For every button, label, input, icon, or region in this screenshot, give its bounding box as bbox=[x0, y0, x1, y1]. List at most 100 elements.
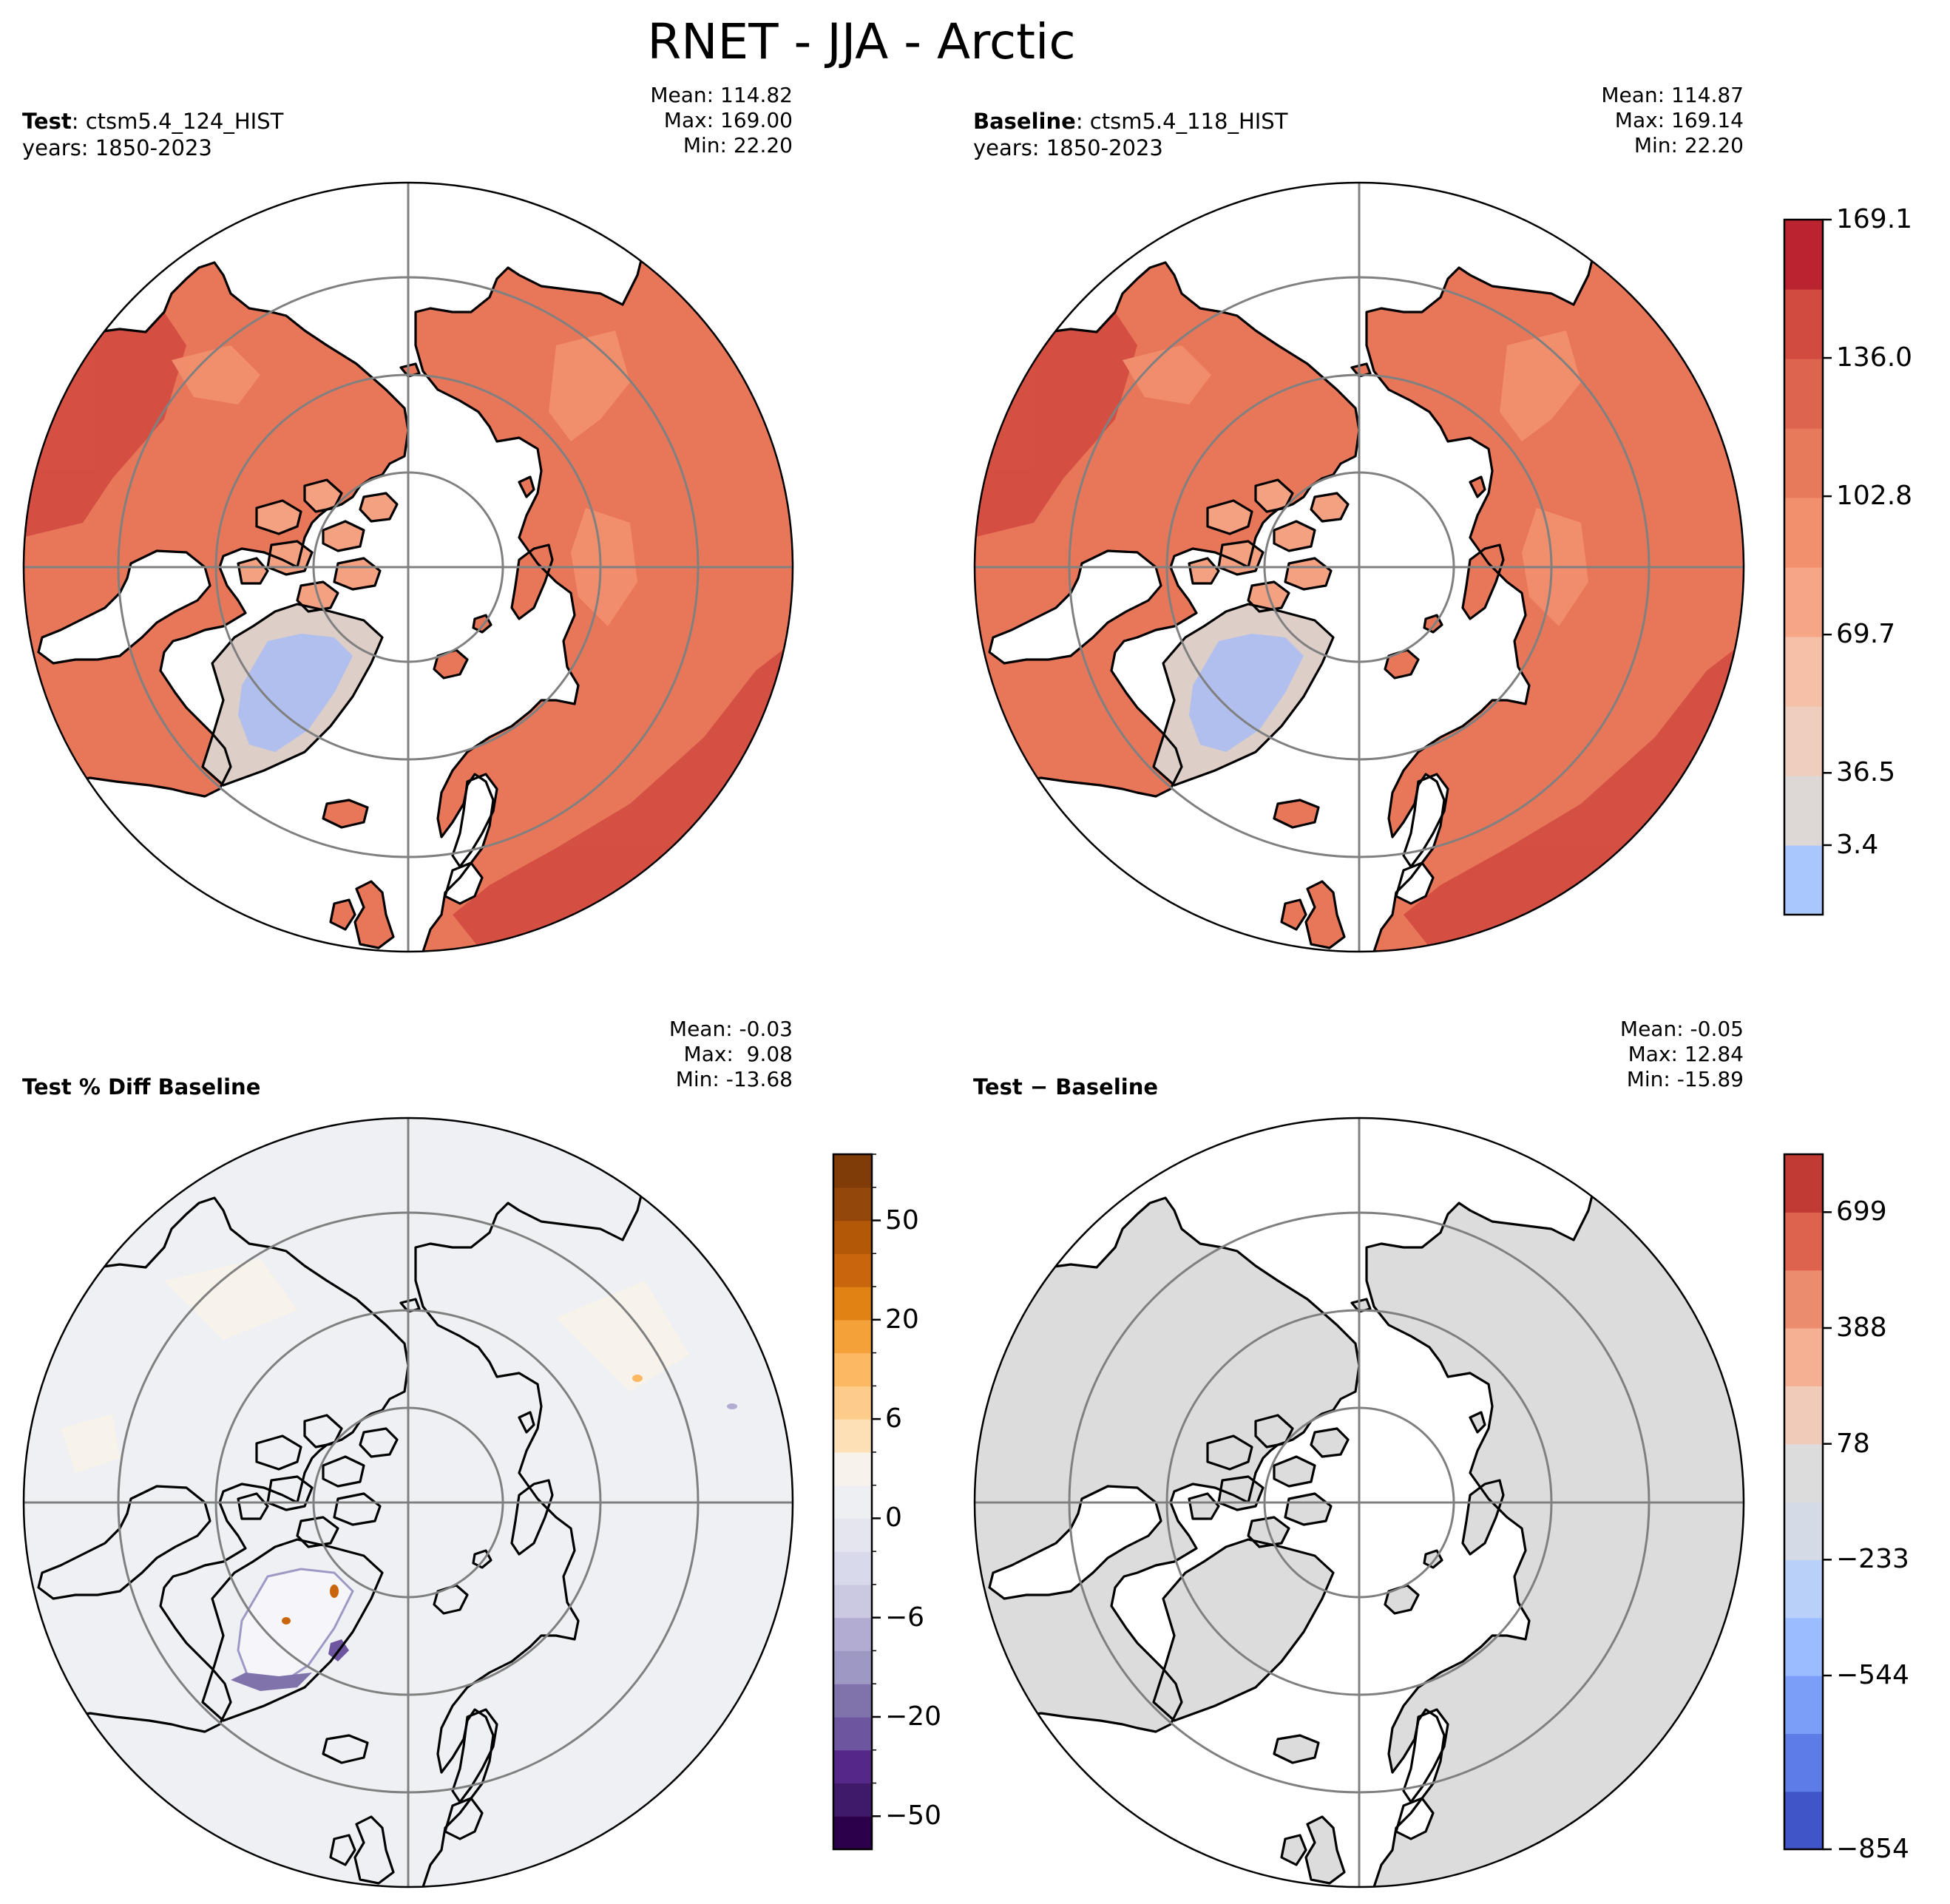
colorbar-pct-diff: 50 20 6 0 −6 −20 −50 bbox=[832, 1153, 981, 1851]
colorbar-segment bbox=[1784, 1328, 1823, 1386]
land-area bbox=[355, 881, 393, 948]
colorbar-tick-label: −233 bbox=[1836, 1544, 1909, 1575]
shade-region bbox=[1311, 493, 1348, 521]
map-baseline bbox=[973, 181, 1745, 953]
colorbar-tick-label: 388 bbox=[1836, 1312, 1887, 1343]
panel-test-stats: Mean: 114.82 Max: 169.00 Min: 22.20 bbox=[592, 83, 793, 158]
colorbar-segment bbox=[1784, 1791, 1823, 1850]
max-stat: Max: 169.00 bbox=[663, 108, 793, 132]
coastline bbox=[353, 880, 395, 949]
coastline bbox=[444, 861, 484, 905]
colorbar-segment bbox=[1784, 428, 1823, 498]
coastline bbox=[444, 1797, 484, 1840]
coastline bbox=[329, 898, 356, 931]
colorbar-segment bbox=[1784, 1617, 1823, 1676]
coastline bbox=[518, 1411, 535, 1434]
coastline bbox=[510, 543, 554, 620]
water-body bbox=[38, 551, 210, 663]
coastline bbox=[255, 1434, 302, 1471]
colorbar-segment bbox=[833, 1386, 872, 1420]
colorbar-segment bbox=[1784, 220, 1823, 290]
shade-region bbox=[556, 1281, 689, 1392]
colorbar-segment bbox=[1784, 359, 1823, 429]
land-area bbox=[1208, 1436, 1252, 1469]
map-pct-diff bbox=[22, 1117, 794, 1888]
coastline bbox=[1273, 520, 1316, 552]
colorbar-rnet: 169.1 136.0 102.8 69.7 36.5 3.4 bbox=[1783, 205, 1932, 916]
shade-region bbox=[238, 558, 268, 583]
coastline bbox=[1461, 1479, 1505, 1556]
colorbar-tick-label: 102.8 bbox=[1836, 481, 1913, 512]
coastline bbox=[1280, 898, 1307, 931]
coastline bbox=[472, 1549, 492, 1569]
water-body bbox=[453, 1710, 497, 1802]
colorbar-segment bbox=[833, 1220, 872, 1254]
shade-region bbox=[632, 1375, 643, 1382]
water-body bbox=[989, 551, 1161, 663]
coastline bbox=[37, 1485, 211, 1600]
shade-region bbox=[360, 493, 397, 521]
coastline bbox=[1247, 580, 1290, 613]
water-body bbox=[989, 1486, 1161, 1599]
panel-pctdiff-stats: Mean: -0.03 Max: 9.08 Min: -13.68 bbox=[592, 1017, 793, 1092]
greenland-ice-sheet bbox=[237, 1568, 354, 1689]
colorbar-segment bbox=[833, 1319, 872, 1354]
map-boundary bbox=[973, 181, 1745, 953]
colorbar-tick-label: 20 bbox=[885, 1304, 919, 1335]
land-area bbox=[1274, 800, 1318, 827]
land-area bbox=[360, 1429, 397, 1457]
colorbar-segment bbox=[1784, 289, 1823, 359]
coastline bbox=[399, 362, 421, 378]
shade-region bbox=[1404, 641, 1744, 952]
colorbar-segment bbox=[833, 1816, 872, 1850]
colorbar-tick-label: 6 bbox=[885, 1403, 902, 1434]
colorbar-segment bbox=[833, 1617, 872, 1652]
water-body bbox=[1404, 1710, 1448, 1802]
land-area bbox=[257, 1436, 301, 1469]
shade-region bbox=[231, 1673, 312, 1691]
land-area bbox=[434, 650, 467, 678]
coastline bbox=[237, 1492, 269, 1520]
colorbar-segment bbox=[1784, 637, 1823, 707]
shade-region bbox=[1189, 558, 1219, 583]
colorbar-tick-label: 0 bbox=[885, 1502, 902, 1534]
coastline bbox=[296, 580, 339, 613]
mean-stat: Mean: -0.03 bbox=[668, 1017, 793, 1041]
land-area bbox=[238, 1494, 268, 1519]
land-area bbox=[1189, 1494, 1219, 1519]
coastline bbox=[1284, 557, 1333, 591]
land-area bbox=[434, 1585, 467, 1613]
colorbar-scale bbox=[1783, 218, 1832, 916]
land-area bbox=[1306, 1817, 1344, 1883]
coastline bbox=[510, 1479, 554, 1556]
colorbar-segment bbox=[833, 1684, 872, 1718]
colorbar-tick-label: 136.0 bbox=[1836, 342, 1913, 373]
coastline bbox=[988, 549, 1162, 665]
colorbar-segment bbox=[1784, 1502, 1823, 1560]
land-area bbox=[1274, 1735, 1318, 1763]
land-area bbox=[1463, 545, 1503, 619]
coastline bbox=[472, 614, 492, 634]
map-test bbox=[22, 181, 794, 953]
colorbar-tick-label: −6 bbox=[885, 1602, 925, 1633]
coastline bbox=[1206, 1434, 1253, 1471]
coastline bbox=[37, 549, 211, 665]
land-area bbox=[305, 1415, 342, 1447]
coastline bbox=[359, 1427, 399, 1458]
greenland-ice-sheet bbox=[1189, 634, 1304, 752]
shade-region bbox=[164, 1258, 297, 1340]
graticule bbox=[975, 1118, 1744, 1887]
colorbar-tick-label: −854 bbox=[1836, 1834, 1909, 1864]
shade-region bbox=[453, 641, 793, 952]
colorbar-tick-label: −20 bbox=[885, 1701, 941, 1732]
coastline bbox=[255, 499, 302, 535]
coastline bbox=[1395, 1797, 1435, 1840]
land-area bbox=[1256, 1415, 1293, 1447]
coastline bbox=[1247, 1516, 1290, 1548]
coastline bbox=[1365, 1176, 1744, 1887]
coastline bbox=[353, 1815, 395, 1885]
land-area bbox=[323, 1735, 368, 1763]
coastline bbox=[201, 603, 384, 787]
graticule bbox=[24, 183, 793, 952]
colorbar-segment bbox=[1784, 1212, 1823, 1271]
